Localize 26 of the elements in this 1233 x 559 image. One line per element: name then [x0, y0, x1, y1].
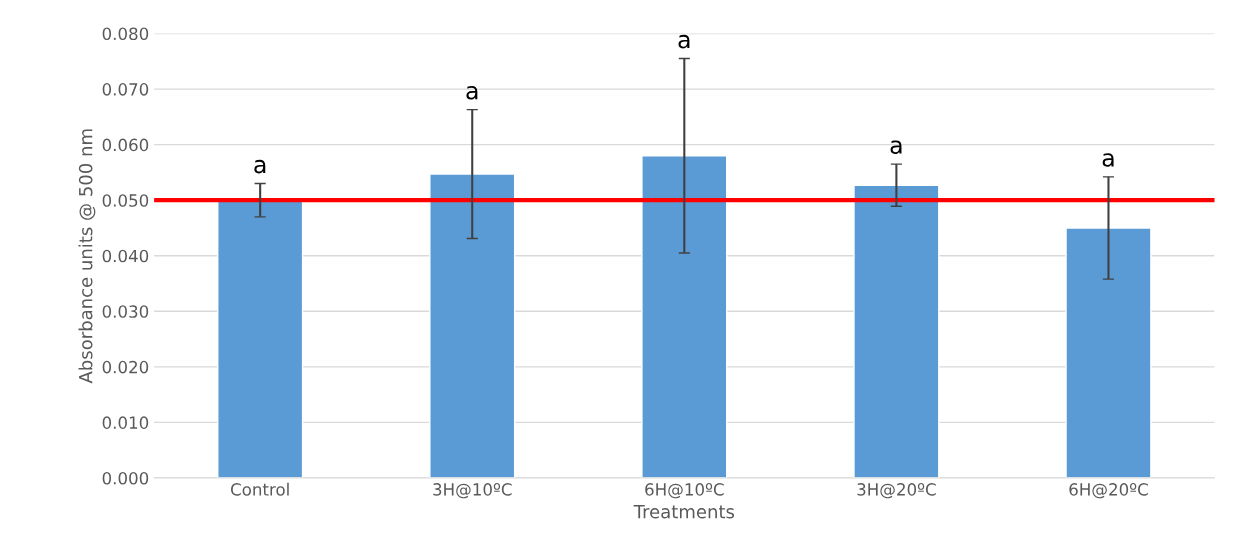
x-tick-label: 3H@20ºC — [857, 483, 936, 499]
bar — [429, 173, 516, 478]
annotation: a — [1102, 153, 1114, 167]
y-tick-label: 0.060 — [102, 138, 149, 152]
annotation: a — [890, 140, 902, 154]
y-tick-label: 0.080 — [102, 27, 149, 41]
y-tick-label: 0.000 — [102, 471, 149, 485]
x-axis-title: Treatments — [633, 505, 735, 519]
x-tick-label: Control — [230, 482, 289, 496]
y-axis-title: Absorbance units @ 500 nm — [78, 129, 96, 384]
x-tick-label: 6H@10ºC — [645, 483, 724, 499]
y-tick-label: 0.070 — [102, 83, 149, 96]
x-tick-label: 3H@10ºC — [433, 483, 512, 499]
bar — [641, 155, 728, 478]
annotation: a — [466, 85, 478, 100]
bar — [853, 184, 940, 478]
x-tick-label: 6H@20ºC — [1069, 483, 1148, 499]
annotation: a — [254, 159, 266, 174]
y-tick-label: 0.020 — [102, 360, 149, 374]
annotation: a — [678, 34, 690, 49]
y-tick-label: 0.010 — [102, 416, 149, 429]
bar — [217, 199, 304, 478]
y-tick-label: 0.030 — [102, 305, 149, 318]
y-tick-label: 0.050 — [102, 194, 149, 207]
y-tick-label: 0.040 — [102, 249, 149, 263]
bar — [1065, 227, 1152, 478]
